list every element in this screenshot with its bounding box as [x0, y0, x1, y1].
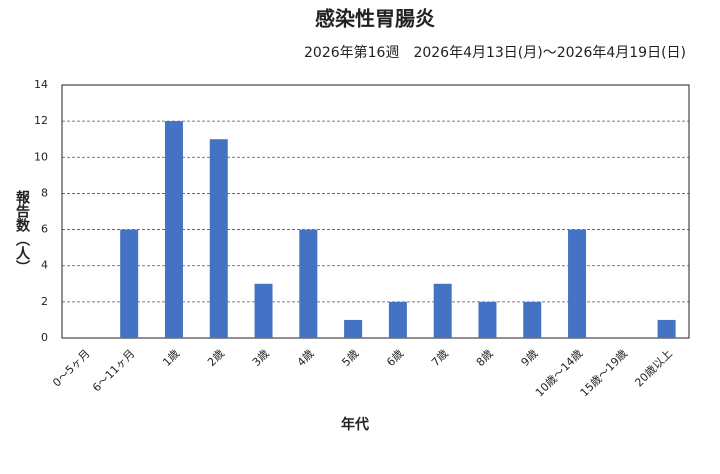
x-tick-label: 0～5ヶ月 [50, 347, 92, 389]
y-tick-label: 10 [34, 150, 48, 163]
bar [568, 229, 587, 338]
bar [657, 319, 676, 338]
x-tick-label: 8歳 [474, 347, 496, 369]
x-tick-label: 1歳 [160, 347, 182, 369]
x-tick-label: 6～11ヶ月 [90, 347, 137, 394]
bar [164, 121, 183, 339]
bar [254, 283, 273, 338]
bar [120, 229, 139, 338]
y-tick-label: 8 [41, 186, 48, 199]
x-tick-label: 2歳 [205, 347, 227, 369]
y-tick-label: 0 [41, 331, 48, 344]
bar [344, 319, 363, 338]
x-tick-label: 3歳 [250, 347, 272, 369]
y-tick-label: 2 [41, 295, 48, 308]
y-tick-label: 12 [34, 114, 48, 127]
bar [299, 229, 318, 338]
x-tick-label: 6歳 [384, 347, 406, 369]
bar [523, 301, 542, 338]
x-tick-label: 10歳～14歳 [533, 347, 585, 399]
bar [209, 139, 228, 338]
x-tick-label: 5歳 [339, 347, 361, 369]
x-tick-label: 9歳 [519, 347, 541, 369]
x-tick-label: 4歳 [295, 347, 317, 369]
x-tick-label: 15歳～19歳 [578, 347, 630, 399]
bar [478, 301, 497, 338]
chart-title: 感染性胃腸炎 [315, 7, 435, 31]
plot-frame [61, 84, 690, 339]
y-tick-label: 4 [41, 259, 48, 272]
y-tick-label: 6 [41, 223, 48, 236]
x-tick-label: 20歳以上 [632, 347, 674, 389]
x-axis-label: 年代 [341, 416, 369, 433]
y-axis-label: 報告数（人） [14, 189, 31, 274]
bar [433, 283, 452, 338]
bar [388, 301, 407, 338]
chart-subtitle: 2026年第16週 2026年4月13日(月)～2026年4月19日(日) [304, 44, 686, 61]
y-tick-label: 14 [34, 78, 48, 91]
x-tick-label: 7歳 [429, 347, 451, 369]
